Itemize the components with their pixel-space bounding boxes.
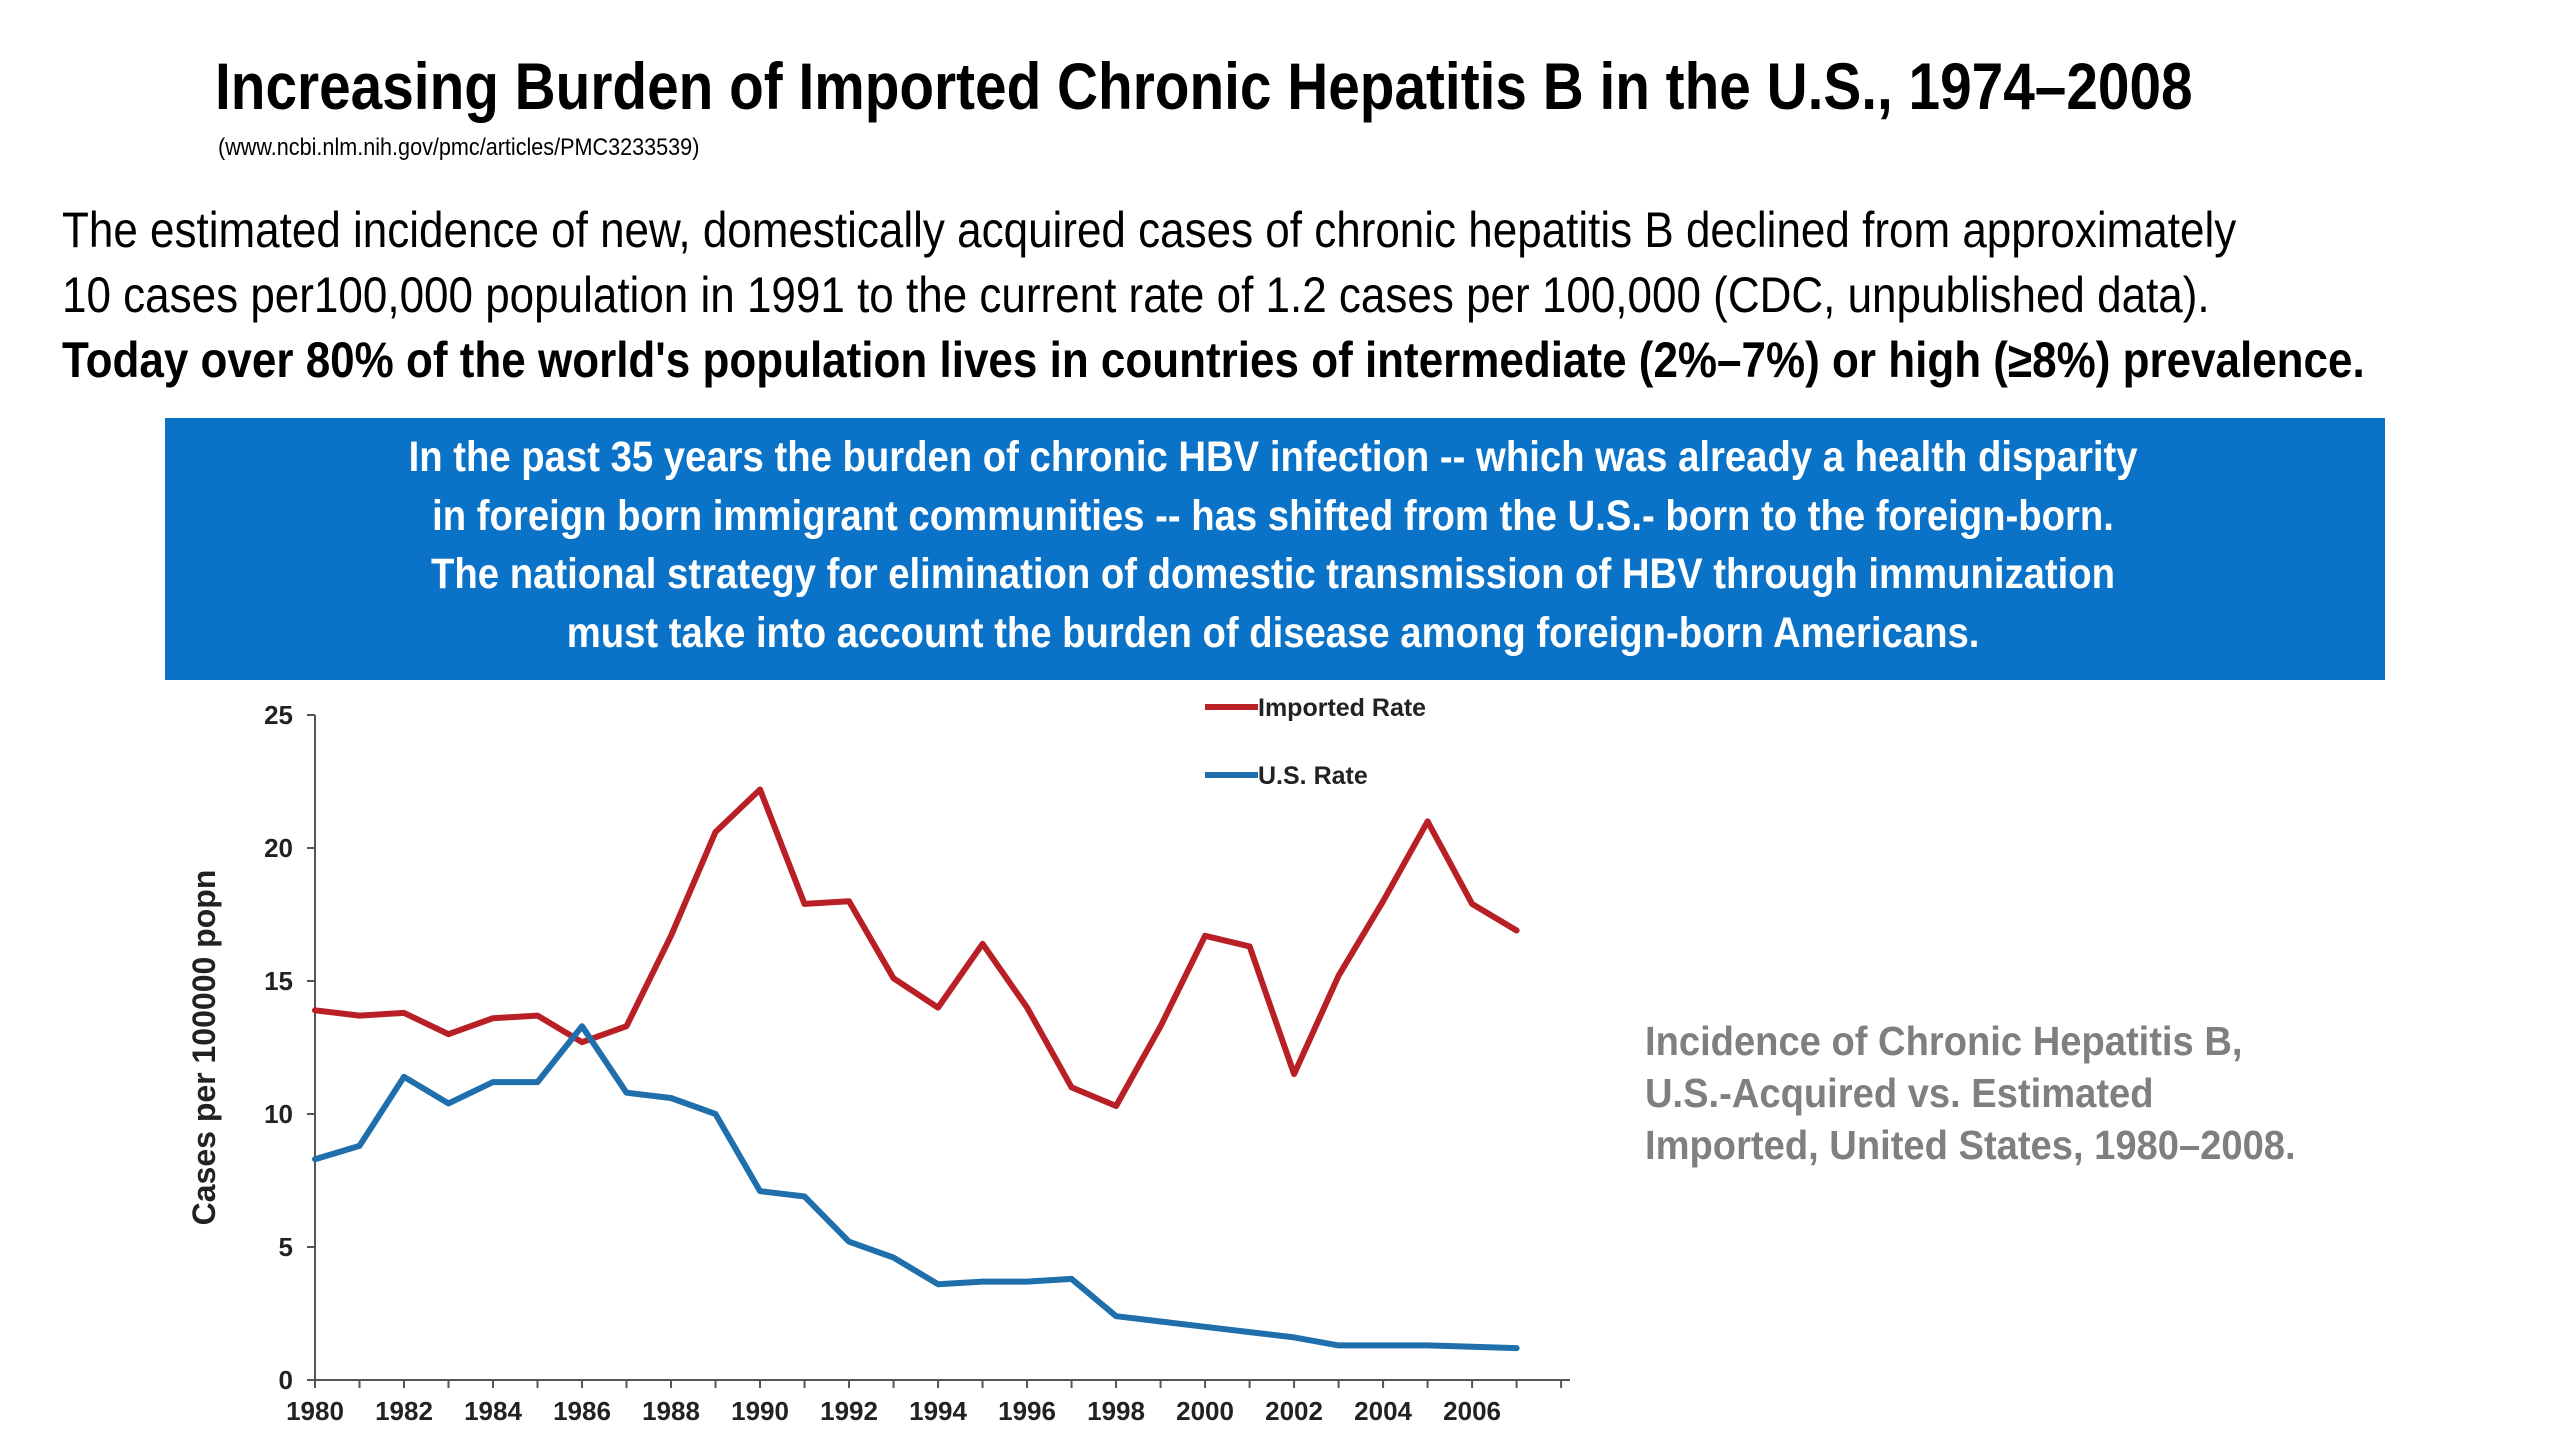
intro-line-2: 10 cases per100,000 population in 1991 t… [62,267,2210,323]
x-tick-label: 1984 [464,1396,522,1426]
x-tick-label: 1980 [286,1396,344,1426]
banner-line-4: must take into account the burden of dis… [566,608,1980,657]
x-tick-label: 2002 [1265,1396,1323,1426]
y-tick-label: 25 [264,700,293,730]
source-citation: (www.ncbi.nlm.nih.gov/pmc/articles/PMC32… [218,134,700,161]
y-tick-label: 5 [279,1232,293,1262]
x-tick-label: 1986 [553,1396,611,1426]
highlight-banner: In the past 35 years the burden of chron… [165,418,2385,680]
x-tick-label: 2004 [1354,1396,1412,1426]
x-tick-label: 1996 [998,1396,1056,1426]
intro-line-1: The estimated incidence of new, domestic… [62,202,2237,258]
y-tick-label: 10 [264,1099,293,1129]
legend-label: U.S. Rate [1258,762,1368,790]
x-tick-label: 1998 [1087,1396,1145,1426]
banner-line-3: The national strategy for elimination of… [431,550,2116,598]
x-tick-label: 1992 [820,1396,878,1426]
x-tick-label: 1990 [731,1396,789,1426]
legend-label: Imported Rate [1258,694,1426,722]
caption-line-1: Incidence of Chronic Hepatitis B, [1645,1018,2243,1064]
incidence-line-chart: 0 5 10 15 20 25 1980 1982 1984 1986 1988 1990 1992 19… [186,694,1570,1426]
caption-line-3: Imported, United States, 1980–2008. [1645,1122,2296,1168]
x-tick-label: 2006 [1443,1396,1501,1426]
banner-line-2: in foreign born immigrant communities --… [432,491,2114,540]
intro-line-3: Today over 80% of the world's population… [62,332,2365,388]
series-line-us-rate [312,1023,1520,1352]
x-tick-label: 1988 [642,1396,700,1426]
chart-caption: Incidence of Chronic Hepatitis B, U.S.-A… [1645,1015,2389,1171]
intro-paragraph: The estimated incidence of new, domestic… [62,198,2365,393]
banner-line-1: In the past 35 years the burden of chron… [408,433,2138,481]
x-tick-label: 1982 [375,1396,433,1426]
y-tick-label: 0 [279,1365,293,1395]
x-tick-label: 1994 [909,1396,967,1426]
series-line-imported-rate [312,786,1520,1109]
y-axis-label: Cases per 100000 popn [186,870,222,1226]
y-tick-label: 15 [264,966,293,996]
y-tick-label: 20 [264,833,293,863]
page-title: Increasing Burden of Imported Chronic He… [215,49,2193,123]
caption-line-2: U.S.-Acquired vs. Estimated [1645,1070,2154,1116]
x-tick-label: 2000 [1176,1396,1234,1426]
